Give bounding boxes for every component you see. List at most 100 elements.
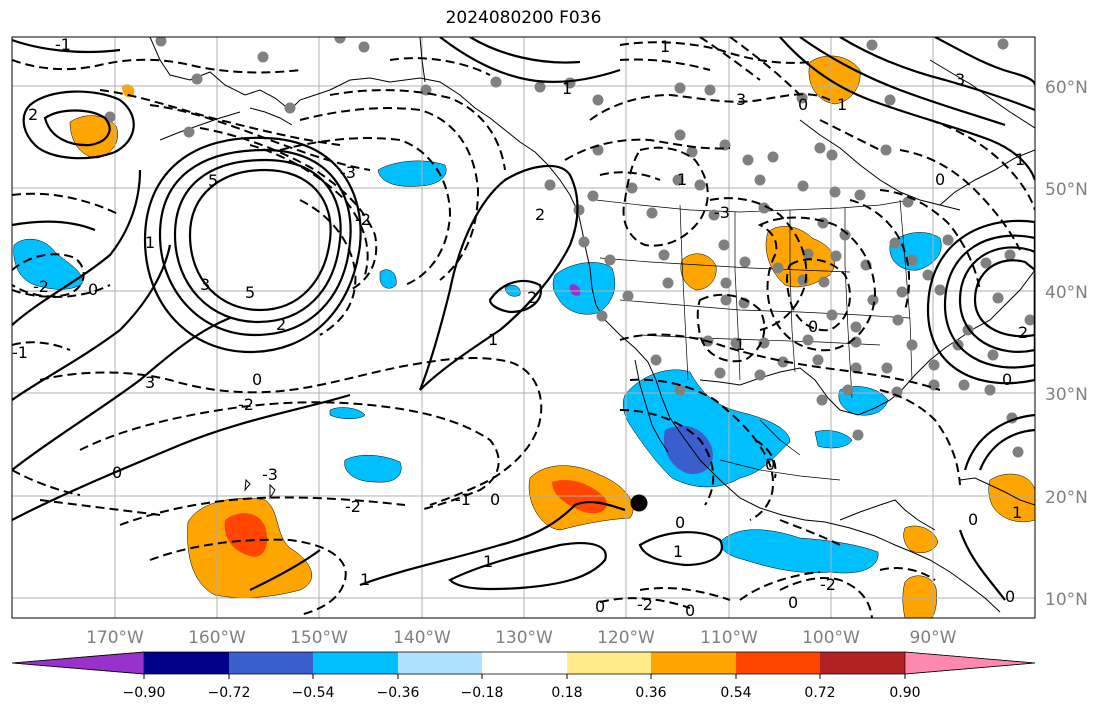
contour-label: 2 (535, 205, 545, 224)
colorbar-segment (482, 652, 567, 674)
contour-label: 0 (490, 490, 500, 509)
contour-label: 0 (112, 463, 122, 482)
contour-label: 0 (252, 370, 262, 389)
colorbar-tick-label: 0.90 (889, 685, 920, 701)
colorbar-segment (904, 651, 1036, 675)
contour-label: 1 (1012, 503, 1022, 522)
lon-label: 120°W (597, 628, 655, 648)
contour-label: 1 (145, 233, 155, 252)
shade-blue (663, 425, 713, 475)
colorbar-tick-label: −0.90 (123, 685, 166, 701)
contour-label: 0 (595, 597, 605, 616)
contour-label: 0 (675, 513, 685, 532)
contour-label-group: -1 2 -2 0 -1 5 1 3 5 2 -3 -2 3 0 -2 0 -3… (12, 35, 1028, 620)
contour-label: -2 (355, 210, 371, 229)
contour-label: 1 (488, 330, 498, 349)
contour-label: 3 (736, 90, 746, 109)
contour-label: 0 (685, 601, 695, 620)
colorbar-segment (313, 652, 398, 674)
shade-sky (889, 232, 942, 271)
lat-label: 40°N (1045, 283, 1088, 303)
shade-sky (377, 160, 447, 187)
longitude-labels: 170°W 160°W 150°W 140°W 130°W 120°W 110°… (86, 628, 957, 648)
colorbar-segment (229, 652, 313, 674)
contour-label: -1 (455, 490, 471, 509)
contour-label: 1 (660, 37, 670, 56)
shade-orange (680, 253, 717, 291)
colorbar-tick-label: −0.36 (377, 685, 420, 701)
lat-label: 20°N (1045, 488, 1088, 508)
map-title: 2024080200 F036 (445, 8, 602, 28)
lat-label: 10°N (1045, 590, 1088, 610)
lat-label: 60°N (1045, 78, 1088, 98)
shade-purple (569, 284, 581, 296)
map-frame (11, 36, 1036, 619)
contour-label: 0 (765, 455, 775, 474)
contour-label: 2 (1018, 323, 1028, 342)
shade-sky (814, 430, 853, 449)
contour-label: 3 (955, 70, 965, 89)
contour-label: -2 (637, 595, 653, 614)
colorbar-segment (11, 651, 145, 675)
colorbar-segment (144, 652, 229, 674)
contours-positive (12, 37, 1035, 601)
lon-label: 130°W (495, 628, 553, 648)
contour-label: 1 (562, 79, 572, 98)
colorbar-segment (567, 652, 651, 674)
contour-label: 1 (677, 170, 687, 189)
contour-label: -2 (33, 277, 49, 296)
colorbar-segment (651, 652, 736, 674)
shade-sky (720, 529, 879, 574)
shade-redorange (552, 479, 607, 514)
shade-sky (622, 369, 791, 488)
lon-label: 90°W (910, 628, 957, 648)
contour-label: 1 (673, 542, 683, 561)
lon-label: 150°W (290, 628, 348, 648)
shaded-regions (13, 55, 1035, 618)
contour-label: -2 (820, 575, 836, 594)
colorbar-segment (736, 652, 820, 674)
colorbar-tick-label: −0.18 (461, 685, 504, 701)
contour-label: 1 (837, 95, 847, 114)
contour-label: 1 (483, 552, 493, 571)
contour-label: -2 (345, 497, 361, 516)
colorbar-tick-label: −0.54 (292, 685, 335, 701)
lon-label: 170°W (86, 628, 144, 648)
shade-orange (988, 473, 1035, 523)
contour-label: 0 (1002, 370, 1012, 389)
contour-label: -2 (238, 395, 254, 414)
contour-label: 0 (88, 280, 98, 299)
contour-label: -3 (340, 163, 356, 182)
shade-orange (808, 55, 861, 105)
shade-redorange (224, 513, 268, 557)
contour-label: -1 (55, 35, 71, 54)
shade-orange (903, 525, 939, 553)
colorbar-segment (398, 652, 482, 674)
shade-sky (13, 238, 83, 290)
shade-orange (902, 575, 937, 618)
colorbar: −0.90 −0.72 −0.54 −0.36 −0.18 0.18 0.36 … (11, 651, 1036, 701)
contour-label: 5 (245, 283, 255, 302)
contour-label: 1 (735, 335, 745, 354)
contour-label: 0 (808, 317, 818, 336)
contour-label: 2 (276, 315, 286, 334)
contour-label: 0 (935, 170, 945, 189)
contour-label: 1 (360, 570, 370, 589)
shade-sky (379, 269, 397, 289)
contour-label: 0 (788, 593, 798, 612)
lat-label: 50°N (1045, 180, 1088, 200)
contours-negative (12, 37, 1035, 618)
colorbar-tick-label: 0.54 (720, 685, 751, 701)
contour-label: 1 (1015, 150, 1025, 169)
contour-label: 2 (28, 105, 38, 124)
colorbar-tick-label: 0.36 (635, 685, 666, 701)
contour-label: -1 (12, 343, 28, 362)
contour-label: 3 (200, 275, 210, 294)
lon-label: 140°W (393, 628, 451, 648)
colorbar-tick-label: 0.18 (551, 685, 582, 701)
lat-label: 30°N (1045, 385, 1088, 405)
contour-label: 0 (798, 95, 808, 114)
contour-label: -3 (262, 465, 278, 484)
contour-label: 5 (208, 171, 218, 190)
